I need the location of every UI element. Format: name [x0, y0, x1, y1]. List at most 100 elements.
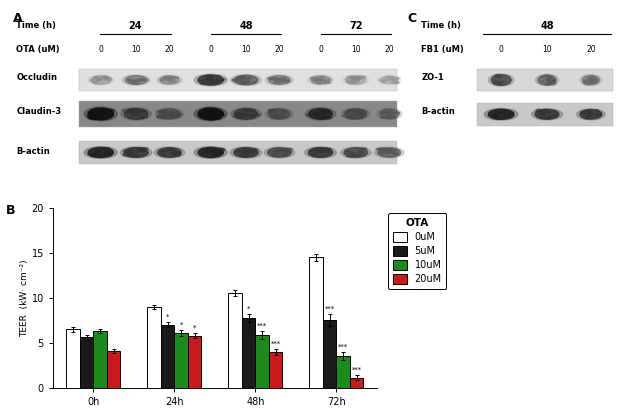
Bar [477, 69, 613, 91]
Ellipse shape [240, 155, 248, 157]
Ellipse shape [325, 110, 330, 111]
Ellipse shape [134, 80, 140, 81]
Ellipse shape [166, 148, 174, 150]
Ellipse shape [353, 79, 359, 81]
Ellipse shape [583, 75, 599, 85]
Text: 10: 10 [542, 45, 552, 54]
Ellipse shape [87, 115, 97, 117]
Ellipse shape [173, 77, 179, 78]
Ellipse shape [205, 108, 212, 110]
Ellipse shape [269, 109, 277, 111]
Ellipse shape [93, 77, 98, 78]
Ellipse shape [494, 114, 497, 115]
Ellipse shape [238, 76, 244, 78]
Ellipse shape [165, 115, 172, 117]
Ellipse shape [278, 149, 283, 150]
Ellipse shape [129, 149, 133, 151]
Ellipse shape [343, 152, 352, 154]
Ellipse shape [106, 78, 111, 79]
Ellipse shape [84, 146, 117, 158]
Ellipse shape [583, 82, 590, 85]
Ellipse shape [351, 76, 356, 77]
Ellipse shape [308, 148, 333, 157]
Ellipse shape [586, 80, 592, 83]
Ellipse shape [388, 115, 392, 117]
Ellipse shape [499, 76, 502, 78]
Ellipse shape [173, 153, 180, 155]
Bar [161, 325, 174, 388]
Ellipse shape [198, 108, 224, 120]
Ellipse shape [495, 75, 501, 78]
Ellipse shape [90, 115, 94, 116]
Ellipse shape [313, 79, 321, 81]
Ellipse shape [233, 115, 244, 118]
Bar [67, 329, 80, 388]
Ellipse shape [386, 76, 393, 78]
Ellipse shape [538, 75, 556, 85]
Ellipse shape [541, 112, 544, 114]
Ellipse shape [318, 151, 323, 152]
Ellipse shape [348, 82, 355, 84]
Ellipse shape [343, 75, 369, 85]
Ellipse shape [350, 76, 356, 78]
Ellipse shape [316, 150, 320, 151]
Ellipse shape [165, 80, 171, 81]
Ellipse shape [267, 78, 276, 80]
Ellipse shape [536, 109, 541, 112]
Ellipse shape [143, 110, 146, 111]
Ellipse shape [214, 153, 221, 155]
Ellipse shape [103, 76, 108, 78]
Ellipse shape [498, 83, 502, 85]
Bar [350, 378, 363, 388]
Ellipse shape [590, 82, 593, 84]
Ellipse shape [282, 111, 286, 112]
Ellipse shape [231, 108, 261, 120]
Ellipse shape [214, 151, 222, 153]
Ellipse shape [343, 111, 351, 113]
Ellipse shape [491, 75, 511, 85]
Ellipse shape [384, 112, 388, 113]
Ellipse shape [387, 151, 391, 152]
Ellipse shape [129, 155, 136, 157]
Ellipse shape [341, 147, 371, 158]
Ellipse shape [586, 110, 590, 113]
Ellipse shape [383, 78, 392, 80]
Ellipse shape [321, 80, 326, 81]
Ellipse shape [394, 153, 398, 155]
Ellipse shape [201, 80, 210, 82]
Ellipse shape [589, 80, 593, 82]
Ellipse shape [274, 115, 279, 117]
Ellipse shape [351, 77, 360, 79]
Ellipse shape [126, 111, 133, 113]
Ellipse shape [129, 81, 136, 83]
Text: B-actin: B-actin [421, 107, 455, 116]
Ellipse shape [209, 115, 219, 118]
Ellipse shape [379, 109, 399, 119]
Legend: 0uM, 5uM, 10uM, 20uM: 0uM, 5uM, 10uM, 20uM [388, 213, 447, 289]
Ellipse shape [354, 114, 364, 116]
Ellipse shape [98, 154, 106, 156]
Ellipse shape [391, 78, 398, 80]
Bar [79, 141, 397, 164]
Ellipse shape [269, 78, 276, 80]
Ellipse shape [314, 148, 323, 150]
Ellipse shape [381, 76, 398, 84]
Ellipse shape [580, 110, 602, 119]
Ellipse shape [241, 114, 248, 115]
Ellipse shape [94, 152, 103, 154]
Ellipse shape [387, 113, 393, 114]
Ellipse shape [310, 150, 315, 151]
Ellipse shape [549, 77, 551, 78]
Text: 48: 48 [540, 21, 554, 31]
Ellipse shape [131, 83, 138, 84]
Ellipse shape [391, 81, 398, 83]
Ellipse shape [125, 109, 148, 119]
Ellipse shape [84, 107, 117, 121]
Ellipse shape [382, 116, 391, 118]
Ellipse shape [320, 116, 332, 119]
Ellipse shape [122, 75, 150, 85]
Ellipse shape [380, 113, 388, 115]
Ellipse shape [358, 111, 366, 113]
Ellipse shape [586, 80, 589, 82]
Ellipse shape [359, 152, 364, 153]
